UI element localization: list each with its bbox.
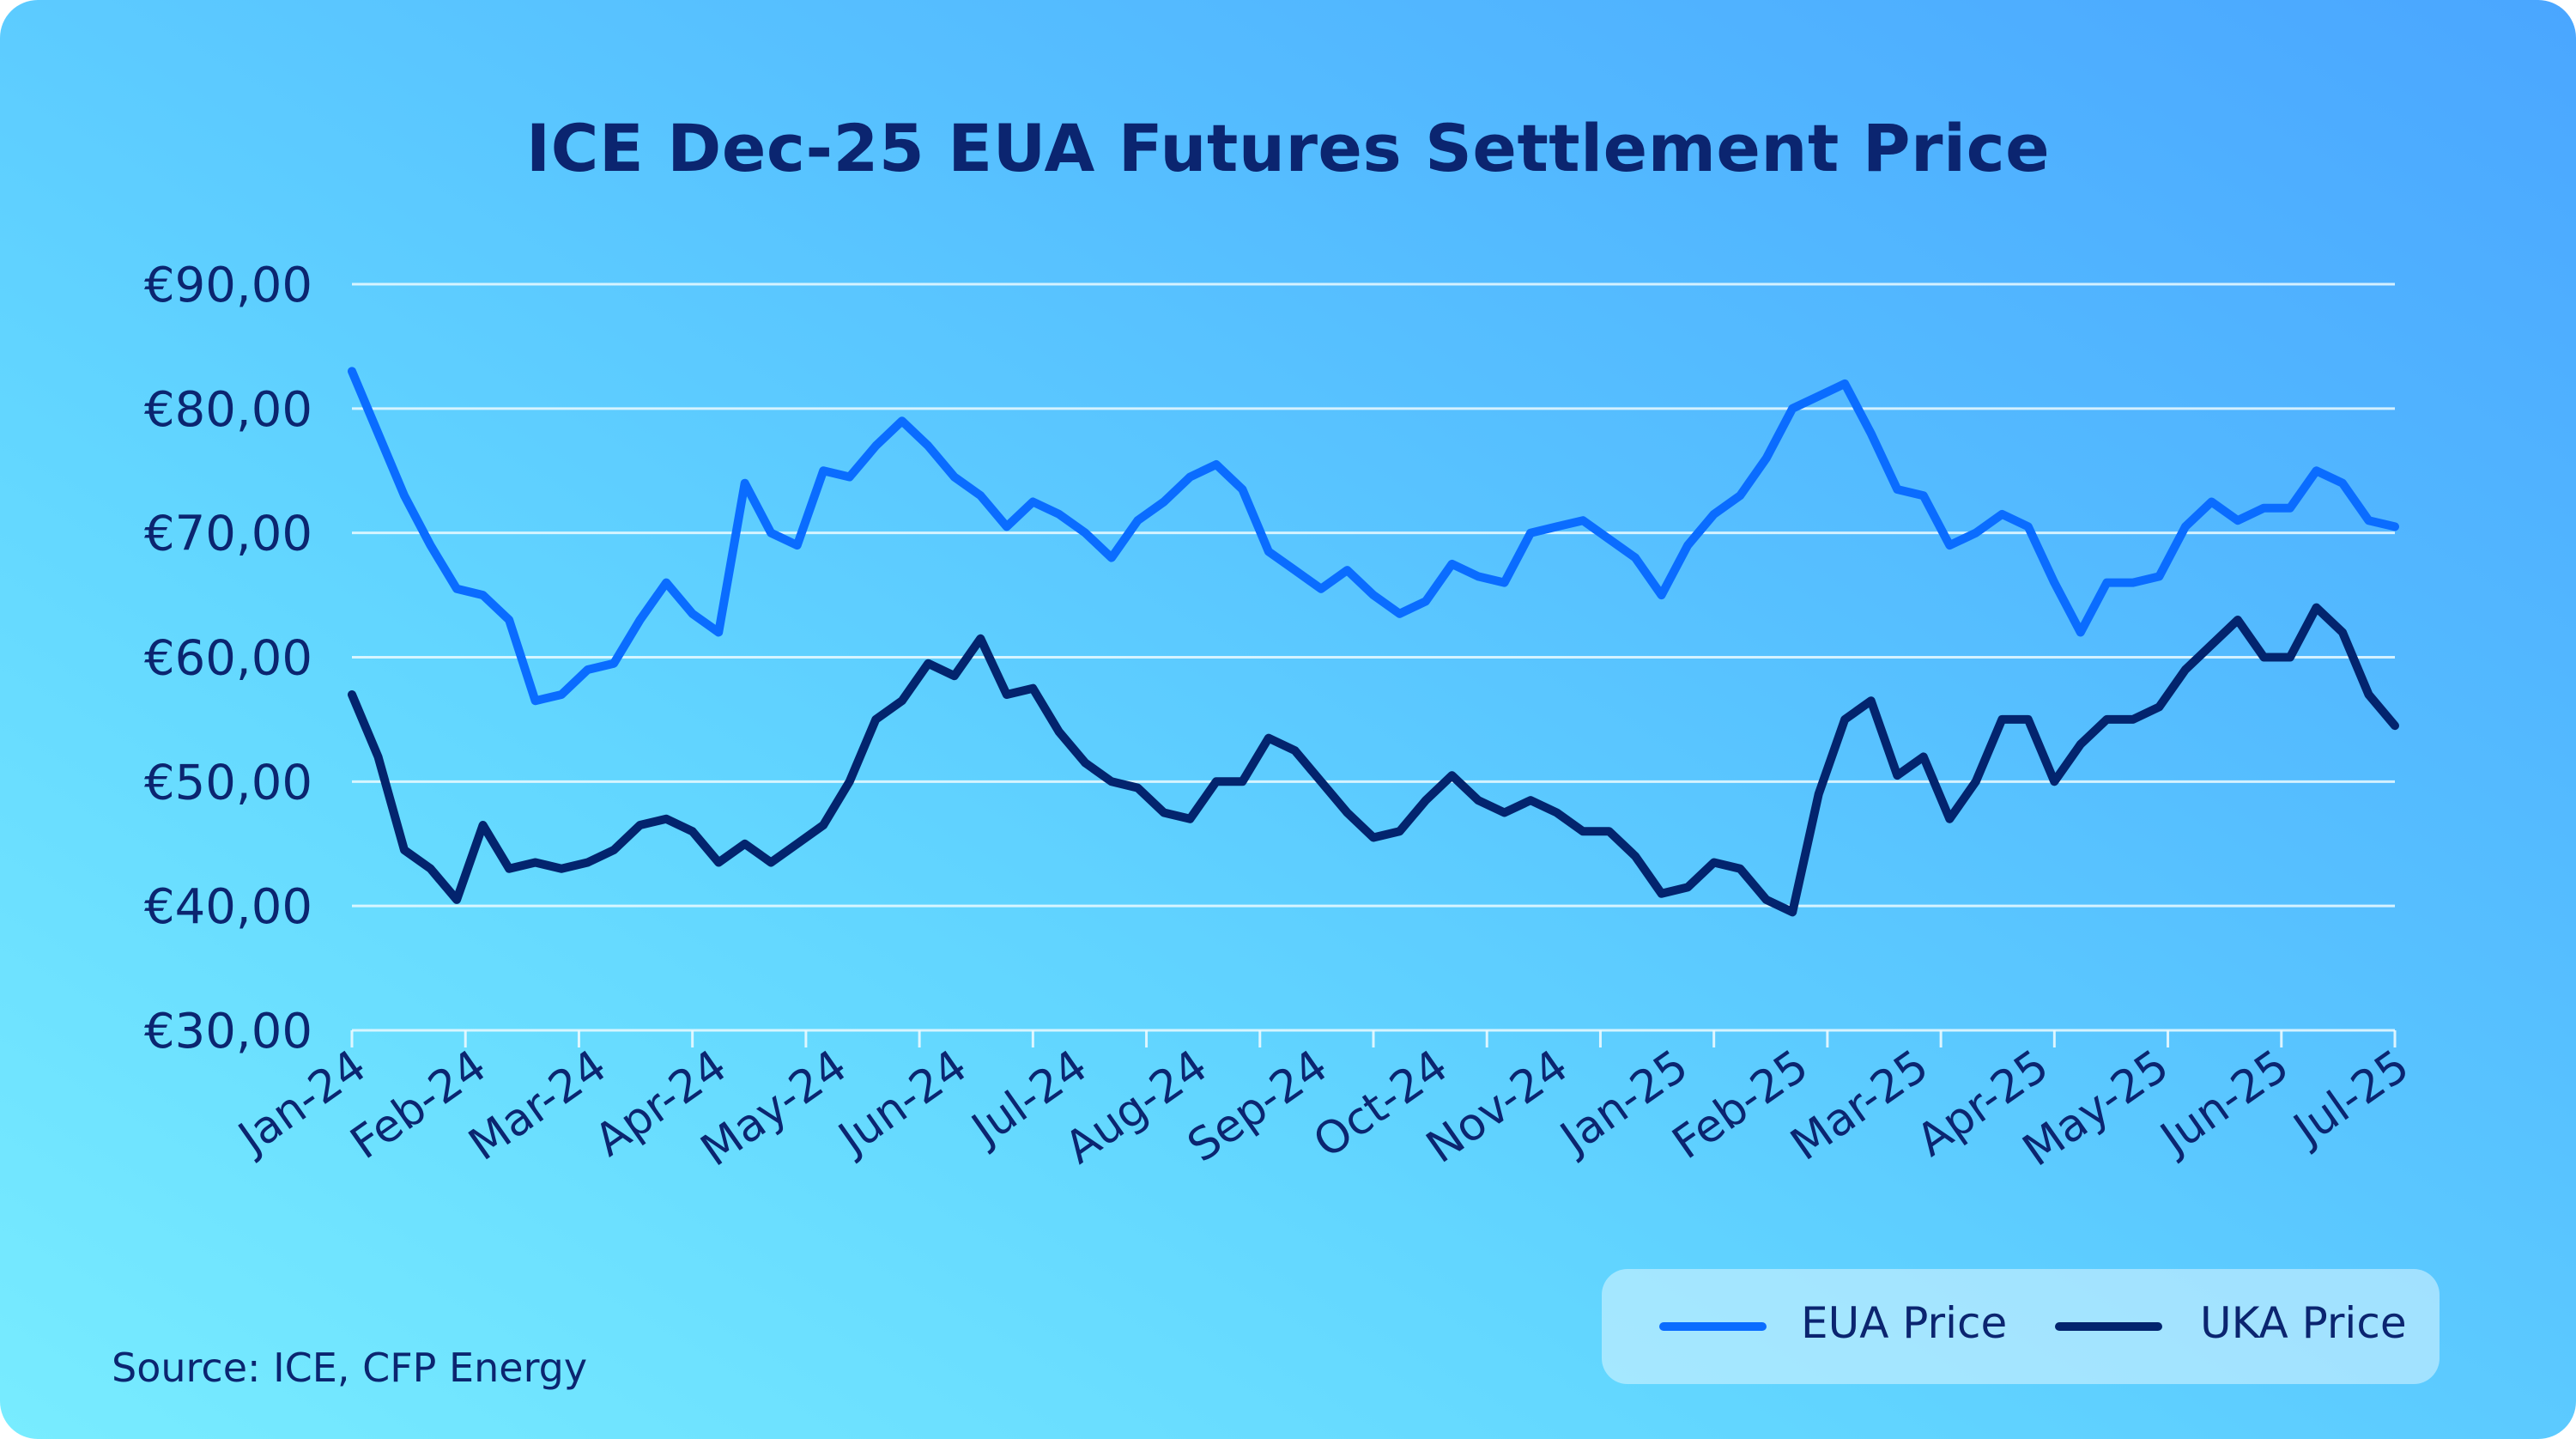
y-tick-label: €30,00 <box>144 1004 312 1060</box>
legend-label-eua: EUA Price <box>1801 1298 2008 1348</box>
legend-label-uka: UKA Price <box>2200 1298 2407 1348</box>
y-tick-label: €50,00 <box>144 755 312 811</box>
y-tick-label: €40,00 <box>144 879 312 935</box>
x-tick-label: Jun-24 <box>827 1040 976 1165</box>
x-tick-label: Sep-24 <box>1179 1040 1336 1172</box>
x-tick-label: Jun-25 <box>2149 1040 2298 1165</box>
legend-swatch-uka <box>2055 1322 2162 1331</box>
y-tick-label: €60,00 <box>144 631 312 687</box>
legend: EUA Price UKA Price <box>1602 1269 2440 1384</box>
y-tick-label: €90,00 <box>144 258 312 313</box>
x-tick-label: Mar-25 <box>1782 1040 1938 1170</box>
legend-swatch-eua <box>1659 1322 1767 1331</box>
series-line-uka <box>348 603 2399 917</box>
y-tick-label: €80,00 <box>144 382 312 438</box>
y-tick-label: €70,00 <box>144 507 312 562</box>
source-note: Source: ICE, CFP Energy <box>112 1345 588 1391</box>
series-line-eua <box>348 367 2399 706</box>
chart-title: ICE Dec-25 EUA Futures Settlement Price <box>525 110 2051 186</box>
x-tick-label: Mar-24 <box>460 1040 616 1170</box>
x-tick-label: Nov-24 <box>1417 1040 1577 1173</box>
x-tick-label: Feb-24 <box>342 1040 495 1169</box>
x-tick-label: Feb-25 <box>1664 1040 1817 1169</box>
x-tick-label: Jan-25 <box>1549 1040 1697 1165</box>
x-tick-label: Jul-25 <box>2283 1040 2419 1157</box>
